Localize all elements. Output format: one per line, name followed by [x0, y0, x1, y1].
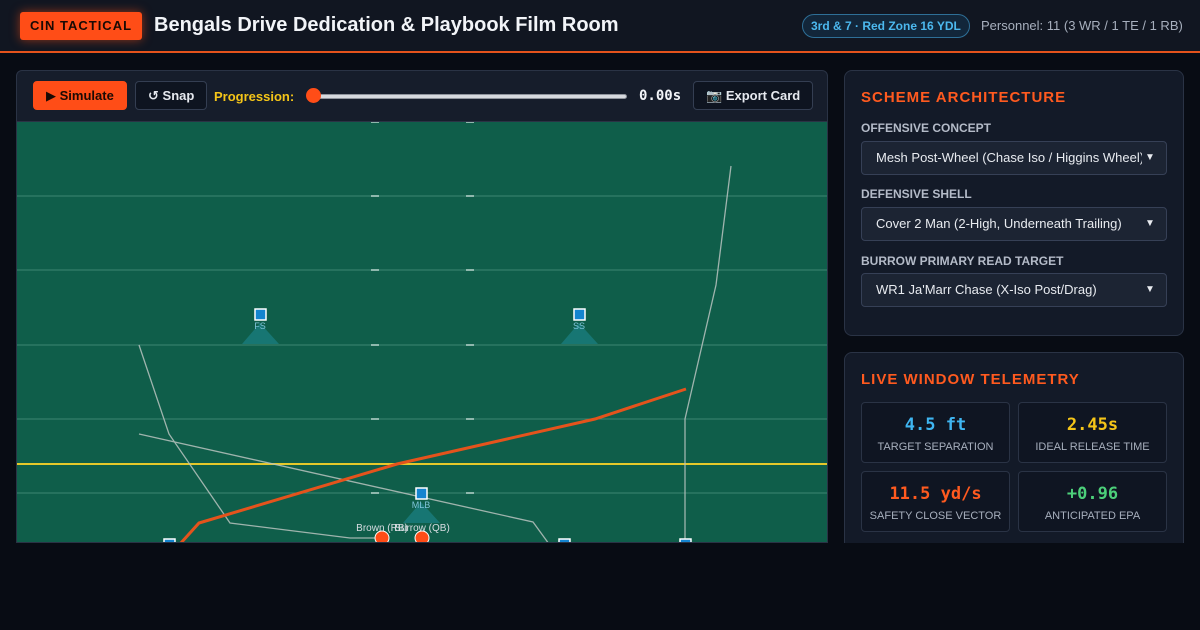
- primary-read-value: WR1 Ja'Marr Chase (X-Iso Post/Drag): [876, 282, 1097, 297]
- personnel-info: Personnel: 11 (3 WR / 1 TE / 1 RB): [981, 18, 1183, 33]
- player-rb-label: Brown (RB): [356, 523, 408, 534]
- snap-label: Snap: [162, 88, 195, 103]
- brand-logo: CIN TACTICAL: [20, 12, 143, 40]
- page-title: Bengals Drive Dedication & Playbook Film…: [154, 14, 619, 36]
- defender-nickel[interactable]: [558, 538, 571, 543]
- stat-value: 4.5 ft: [904, 415, 967, 435]
- defensive-shell-select[interactable]: Cover 2 Man (2-High, Underneath Trailing…: [861, 207, 1167, 241]
- film-room-panel: ▶ Simulate ↺ Snap Progression: 0.00s 📷 E…: [16, 70, 828, 543]
- play-field[interactable]: FS SS MLB Br: [17, 122, 827, 543]
- stat-safety-close-vector: 11.5 yd/s SAFETY CLOSE VECTOR: [861, 471, 1010, 532]
- defensive-shell-value: Cover 2 Man (2-High, Underneath Trailing…: [876, 216, 1122, 231]
- player-rb[interactable]: Brown (RB): [356, 523, 408, 543]
- defender-ss-label: SS: [573, 321, 585, 331]
- hash-marks: [371, 122, 474, 494]
- route-wheel: [684, 165, 732, 542]
- secondary-routes: [138, 165, 732, 542]
- defender-mlb[interactable]: MLB: [403, 487, 440, 523]
- chevron-down-icon: ▼: [1142, 142, 1158, 174]
- play-diagram: FS SS MLB Br: [17, 122, 827, 543]
- primary-route: [179, 387, 687, 542]
- defensive-shell-label: DEFENSIVE SHELL: [861, 187, 972, 201]
- route-rb-swing: [138, 344, 377, 539]
- page-footer-area: [0, 543, 1200, 630]
- defender-ss[interactable]: SS: [561, 308, 598, 344]
- stat-ideal-release-time: 2.45s IDEAL RELEASE TIME: [1018, 402, 1167, 463]
- chevron-down-icon: ▼: [1142, 208, 1158, 240]
- stat-label: IDEAL RELEASE TIME: [1035, 441, 1150, 453]
- telemetry-title: LIVE WINDOW TELEMETRY: [861, 371, 1080, 388]
- stat-value: 11.5 yd/s: [889, 484, 982, 504]
- primary-read-select[interactable]: WR1 Ja'Marr Chase (X-Iso Post/Drag) ▼: [861, 273, 1167, 307]
- route-drag: [138, 433, 549, 542]
- stat-value: 2.45s: [1066, 415, 1119, 435]
- playback-toolbar: ▶ Simulate ↺ Snap Progression: 0.00s 📷 E…: [17, 71, 827, 122]
- simulate-button[interactable]: ▶ Simulate: [33, 81, 127, 110]
- play-icon: ▶: [46, 88, 56, 103]
- defender-fs-label: FS: [254, 321, 266, 331]
- snap-button[interactable]: ↺ Snap: [135, 81, 208, 110]
- stat-label: SAFETY CLOSE VECTOR: [869, 510, 1002, 522]
- scheme-title: SCHEME ARCHITECTURE: [861, 89, 1067, 106]
- offensive-concept-select[interactable]: Mesh Post-Wheel (Chase Iso / Higgins Whe…: [861, 141, 1167, 175]
- app-header: CIN TACTICAL Bengals Drive Dedication & …: [0, 0, 1200, 53]
- offensive-concept-value: Mesh Post-Wheel (Chase Iso / Higgins Whe…: [876, 150, 1145, 165]
- camera-icon: 📷: [706, 88, 723, 103]
- export-card-button[interactable]: 📷 Export Card: [693, 81, 814, 110]
- offensive-concept-label: OFFENSIVE CONCEPT: [861, 121, 992, 135]
- defender-cb-left[interactable]: [163, 538, 176, 543]
- defender-mlb-label: MLB: [412, 500, 431, 510]
- progression-slider[interactable]: [313, 94, 627, 99]
- yard-lines: [17, 195, 827, 494]
- player-qb-label: Burrow (QB): [394, 523, 450, 534]
- progression-slider-thumb[interactable]: [306, 88, 321, 103]
- reset-icon: ↺: [148, 88, 159, 103]
- player-qb[interactable]: Burrow (QB): [394, 523, 450, 543]
- export-label: Export Card: [725, 88, 801, 103]
- scheme-architecture-panel: SCHEME ARCHITECTURE OFFENSIVE CONCEPT Me…: [844, 70, 1184, 336]
- stat-label: TARGET SEPARATION: [877, 441, 994, 453]
- simulate-label: Simulate: [59, 88, 114, 103]
- progression-label: Progression:: [214, 89, 295, 104]
- defender-cb-right[interactable]: [679, 538, 692, 543]
- stat-anticipated-epa: +0.96 ANTICIPATED EPA: [1018, 471, 1167, 532]
- chevron-down-icon: ▼: [1142, 274, 1158, 306]
- defender-fs[interactable]: FS: [242, 308, 279, 344]
- live-telemetry-panel: LIVE WINDOW TELEMETRY 4.5 ft TARGET SEPA…: [844, 352, 1184, 552]
- stat-target-separation: 4.5 ft TARGET SEPARATION: [861, 402, 1010, 463]
- time-readout: 0.00s: [639, 88, 682, 104]
- stat-label: ANTICIPATED EPA: [1044, 510, 1141, 522]
- stat-value: +0.96: [1066, 484, 1119, 504]
- primary-read-label: BURROW PRIMARY READ TARGET: [861, 254, 1064, 268]
- situation-badge: 3rd & 7 · Red Zone 16 YDL: [802, 14, 970, 38]
